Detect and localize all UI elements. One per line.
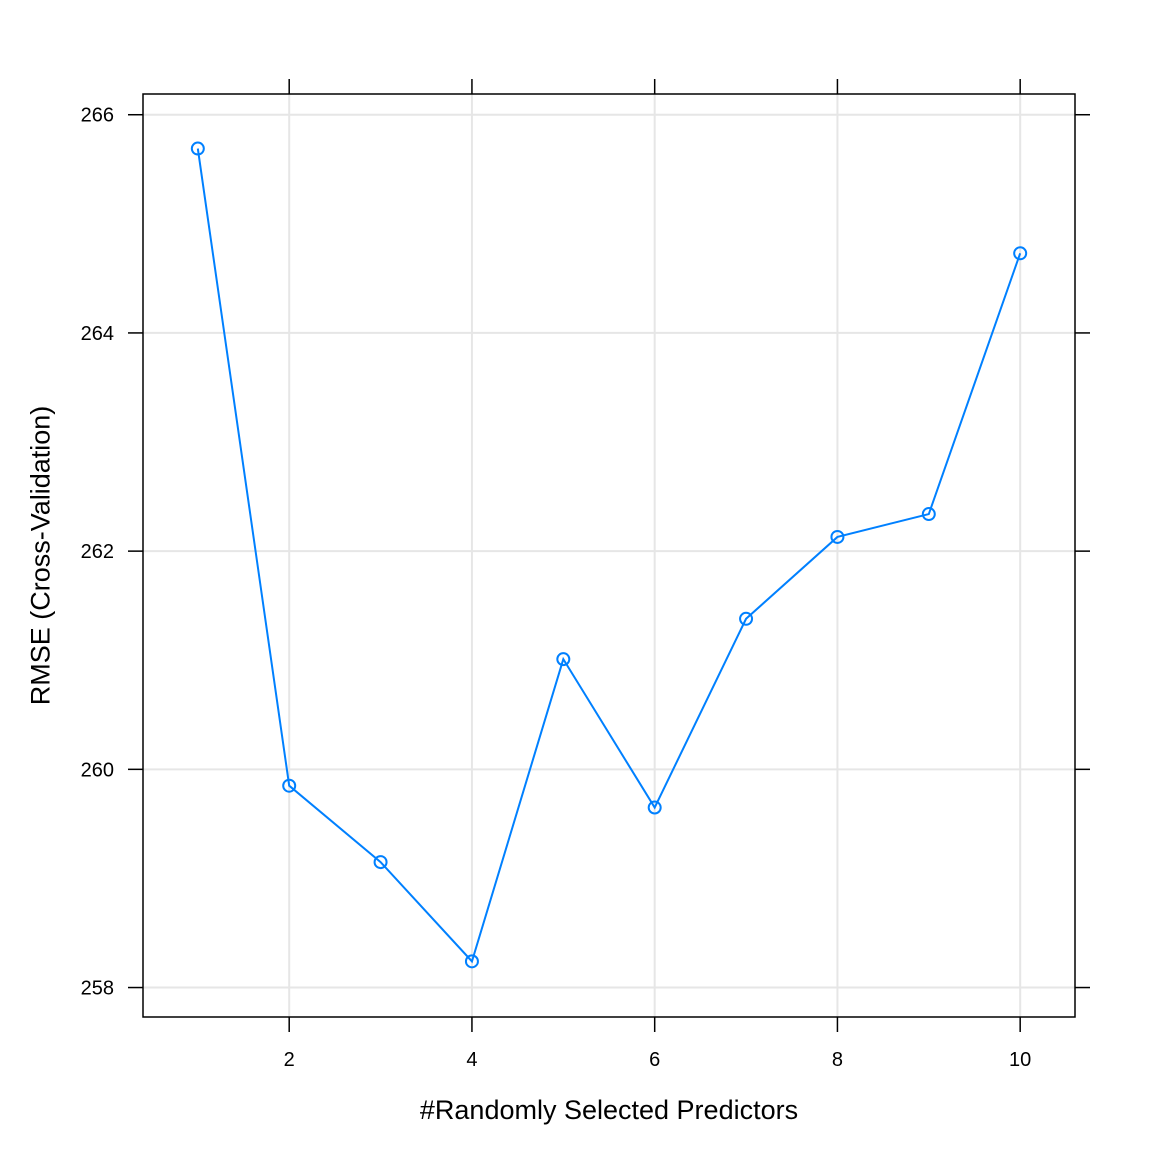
series-line-group	[190, 141, 1028, 969]
axis-ticks: 2 4 6 8 10 258 260 262 264 266	[81, 79, 1090, 1071]
y-axis-title: RMSE (Cross-Validation)	[25, 406, 55, 706]
data-point	[282, 778, 297, 793]
x-tick-label: 6	[649, 1049, 660, 1071]
y-tick-label: 264	[81, 323, 114, 345]
data-point	[464, 954, 479, 969]
data-point	[647, 800, 662, 815]
x-tick-label: 10	[1009, 1049, 1031, 1071]
data-point	[373, 855, 388, 870]
x-tick-label: 8	[832, 1049, 843, 1071]
x-axis-title: #Randomly Selected Predictors	[420, 1095, 798, 1125]
y-tick-label: 262	[81, 541, 114, 563]
data-point	[556, 652, 571, 667]
x-tick-label: 2	[284, 1049, 295, 1071]
data-point	[1013, 246, 1028, 261]
y-tick-label: 258	[81, 978, 114, 1000]
plot-frame	[142, 93, 1076, 1018]
y-tick-label: 266	[81, 105, 114, 127]
data-point	[190, 141, 205, 156]
data-point	[830, 529, 845, 544]
y-tick-label: 260	[81, 759, 114, 781]
data-point	[921, 507, 936, 522]
grid	[143, 94, 1075, 1017]
data-point	[739, 611, 754, 626]
series-line	[196, 148, 1022, 964]
x-tick-label: 4	[466, 1049, 477, 1071]
